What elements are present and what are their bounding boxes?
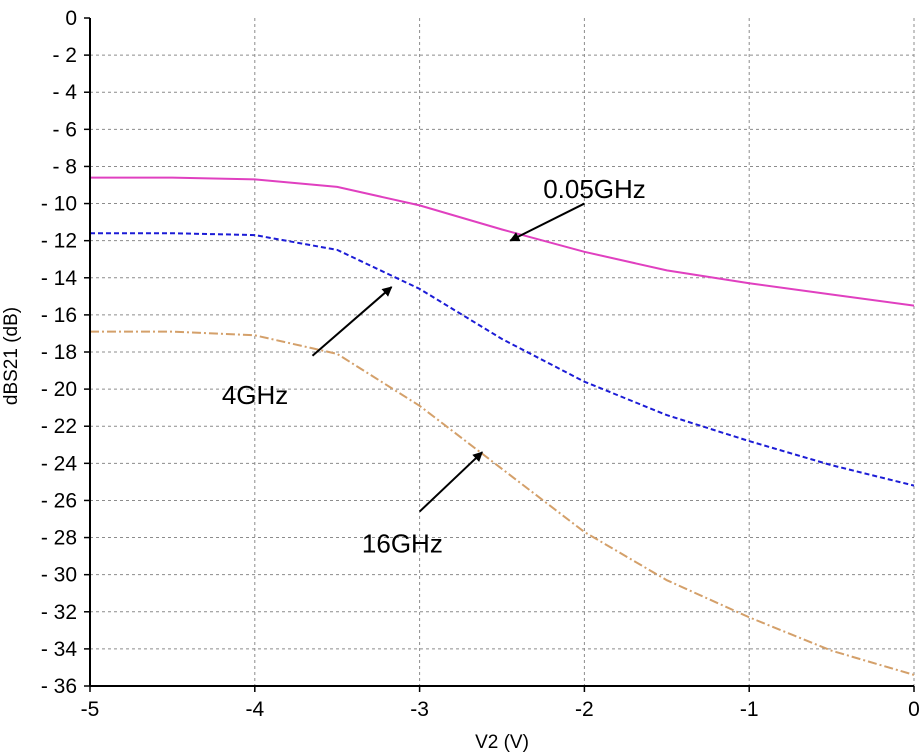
x-tick-label: -3 — [410, 698, 429, 721]
x-axis-title: V2 (V) — [475, 732, 529, 753]
y-tick-label: - 24 — [41, 452, 78, 475]
annotation-arrow — [311, 286, 393, 357]
y-tick-label: - 2 — [52, 44, 77, 67]
annotation-arrow — [509, 202, 585, 242]
annotations: 0.05GHz 4GHz 16GHz — [222, 174, 646, 558]
y-tick-label: - 4 — [52, 81, 77, 104]
y-tick-label: - 28 — [41, 527, 77, 550]
series-layer — [90, 176, 915, 676]
y-tick-label: - 32 — [41, 601, 77, 624]
x-tick-label: -5 — [81, 698, 100, 721]
grid — [90, 18, 915, 686]
y-tick-label: - 20 — [41, 378, 77, 401]
y-axis-title: dBS21 (dB) — [1, 307, 22, 405]
annotation-label: 0.05GHz — [543, 174, 646, 204]
y-tick-label: - 16 — [41, 304, 77, 327]
y-tick-label: - 12 — [41, 230, 77, 253]
y-tick-label: 0 — [65, 7, 77, 30]
y-tick-label: - 30 — [41, 564, 77, 587]
axes: -5 -4 -3 -2 -1 0 0 - 2 - 4 - 6 - 8 - 10 - 12 - 14 - 16… — [41, 7, 920, 721]
x-tick-label: -2 — [575, 698, 594, 721]
y-tick-label: - 22 — [41, 415, 77, 438]
y-tick-label: - 34 — [41, 638, 78, 661]
annotation-label: 16GHz — [362, 528, 443, 558]
series-line-3 — [90, 330, 915, 676]
y-tick-label: - 14 — [41, 267, 78, 290]
series-line-2 — [90, 232, 915, 487]
x-tick-label: 0 — [908, 698, 920, 721]
series-line-1 — [90, 176, 915, 307]
y-tick-label: - 36 — [41, 675, 77, 698]
annotation-label: 4GHz — [222, 380, 288, 410]
x-tick-label: -1 — [740, 698, 759, 721]
x-tick-label: -4 — [245, 698, 264, 721]
y-tick-label: - 10 — [41, 193, 77, 216]
y-tick-label: - 26 — [41, 489, 77, 512]
annotation-arrow — [418, 451, 483, 513]
y-tick-label: - 18 — [41, 341, 77, 364]
y-tick-label: - 6 — [52, 118, 77, 141]
y-tick-label: - 8 — [52, 155, 77, 178]
